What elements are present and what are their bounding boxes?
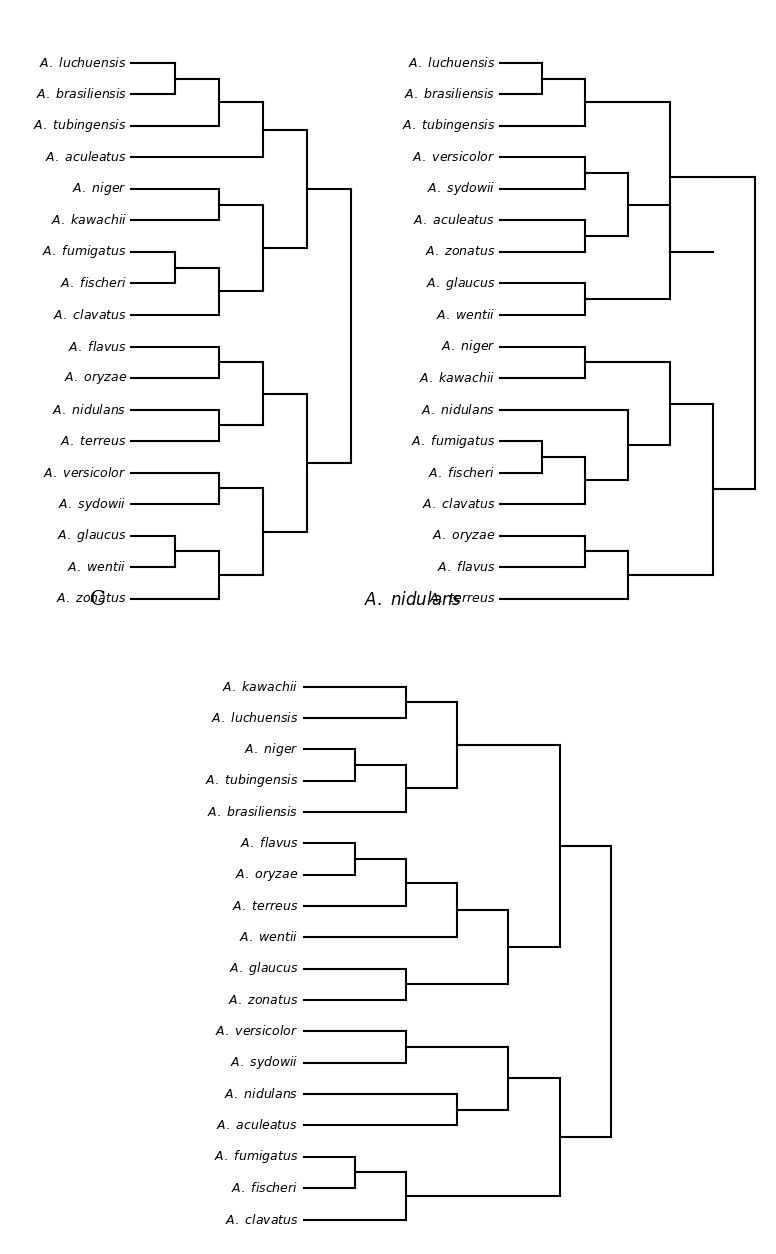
Text: $\mathbf{\mathit{A.}}\ \mathit{niger}$: $\mathbf{\mathit{A.}}\ \mathit{niger}$: [441, 339, 495, 355]
Text: $\mathbf{\mathit{A.}}\ \mathit{versicolor}$: $\mathbf{\mathit{A.}}\ \mathit{versicolo…: [43, 465, 126, 479]
Text: $\mathbf{\mathit{A.}}\ \mathit{kawachii}$: $\mathbf{\mathit{A.}}\ \mathit{kawachii}…: [50, 213, 126, 227]
Text: $\mathbf{\mathit{A.}}\ \mathit{niger}$: $\mathbf{\mathit{A.}}\ \mathit{niger}$: [244, 741, 299, 757]
Text: $\mathbf{\mathit{A.}}\ \mathit{glaucus}$: $\mathbf{\mathit{A.}}\ \mathit{glaucus}$: [425, 275, 495, 292]
Text: $\mathbf{\mathit{A.}}\ \mathit{tubingensis}$: $\mathbf{\mathit{A.}}\ \mathit{tubingens…: [33, 118, 126, 134]
Text: $\mathbf{\mathit{A.}}\ \mathit{terreus}$: $\mathbf{\mathit{A.}}\ \mathit{terreus}$: [429, 592, 495, 606]
Text: $\mathbf{\mathit{A.}}\ \mathit{luchuensis}$: $\mathbf{\mathit{A.}}\ \mathit{luchuensi…: [39, 56, 126, 70]
Text: $\mathbf{\mathit{A.}}\ \mathit{kawachii}$: $\mathbf{\mathit{A.}}\ \mathit{kawachii}…: [222, 680, 299, 693]
Text: $\mathbf{\mathit{A.}}\ \mathit{nidulans}$: $\mathbf{\mathit{A.}}\ \mathit{nidulans}…: [224, 1087, 299, 1101]
Text: $\mathbf{\mathit{A.}}\ \mathit{kawachii}$: $\mathbf{\mathit{A.}}\ \mathit{kawachii}…: [419, 371, 495, 385]
Text: $\mathbf{\mathit{A.}}\ \mathit{wentii}$: $\mathbf{\mathit{A.}}\ \mathit{wentii}$: [68, 561, 126, 574]
Text: $\mathbf{\mathit{A.}}\ \mathit{zonatus}$: $\mathbf{\mathit{A.}}\ \mathit{zonatus}$: [56, 592, 126, 606]
Text: $\mathbf{\mathit{A.}}\ \mathit{brasiliensis}$: $\mathbf{\mathit{A.}}\ \mathit{brasilien…: [207, 805, 299, 819]
Text: $\mathbf{\mathit{A.}}\ \mathit{fischeri}$: $\mathbf{\mathit{A.}}\ \mathit{fischeri}…: [428, 465, 495, 479]
Text: $\mathbf{\mathit{A.}}\ \mathit{niger}$: $\mathbf{\mathit{A.}}\ \mathit{niger}$: [72, 181, 126, 197]
Text: $\mathbf{\mathit{A.}}\ \mathit{versicolor}$: $\mathbf{\mathit{A.}}\ \mathit{versicolo…: [215, 1025, 299, 1038]
Text: $\mathbf{\mathit{A.}}\ \mathit{flavus}$: $\mathbf{\mathit{A.}}\ \mathit{flavus}$: [68, 340, 126, 354]
Text: $\mathbf{\mathit{A.}}\ \mathit{wentii}$: $\mathbf{\mathit{A.}}\ \mathit{wentii}$: [436, 308, 495, 322]
Text: $\mathbf{\mathit{A.}}\ \mathit{oryzae}$: $\mathbf{\mathit{A.}}\ \mathit{oryzae}$: [432, 528, 495, 544]
Text: $\mathbf{\mathit{S.\ pombe}}$: $\mathbf{\mathit{S.\ pombe}}$: [552, 0, 636, 3]
Text: $\mathbf{\mathit{A.}}\ \mathit{sydowii}$: $\mathbf{\mathit{A.}}\ \mathit{sydowii}$: [230, 1055, 299, 1071]
Text: $\mathbf{\mathit{A.\ nidulans}}$: $\mathbf{\mathit{A.\ nidulans}}$: [364, 592, 462, 609]
Text: $\mathbf{\mathit{A.}}\ \mathit{oryzae}$: $\mathbf{\mathit{A.}}\ \mathit{oryzae}$: [64, 370, 126, 386]
Text: $\mathbf{\mathit{A.}}\ \mathit{zonatus}$: $\mathbf{\mathit{A.}}\ \mathit{zonatus}$: [424, 246, 495, 258]
Text: $\mathbf{\mathit{A.}}\ \mathit{sydowii}$: $\mathbf{\mathit{A.}}\ \mathit{sydowii}$: [58, 495, 126, 513]
Text: $\mathbf{\mathit{A.}}\ \mathit{aculeatus}$: $\mathbf{\mathit{A.}}\ \mathit{aculeatus…: [217, 1119, 299, 1132]
Text: $\mathbf{\mathit{A.}}\ \mathit{fumigatus}$: $\mathbf{\mathit{A.}}\ \mathit{fumigatus…: [43, 243, 126, 261]
Text: $\mathbf{\mathit{A.}}\ \mathit{fischeri}$: $\mathbf{\mathit{A.}}\ \mathit{fischeri}…: [231, 1181, 299, 1195]
Text: B: B: [353, 0, 369, 3]
Text: $\mathbf{\mathit{A.}}\ \mathit{clavatus}$: $\mathbf{\mathit{A.}}\ \mathit{clavatus}…: [421, 497, 495, 512]
Text: $\mathbf{\mathit{A.}}\ \mathit{wentii}$: $\mathbf{\mathit{A.}}\ \mathit{wentii}$: [239, 930, 299, 944]
Text: $\mathbf{\mathit{A.}}\ \mathit{fumigatus}$: $\mathbf{\mathit{A.}}\ \mathit{fumigatus…: [214, 1149, 299, 1165]
Text: $\mathbf{\mathit{A.}}\ \mathit{fumigatus}$: $\mathbf{\mathit{A.}}\ \mathit{fumigatus…: [411, 433, 495, 450]
Text: $\mathbf{\mathit{A.}}\ \mathit{clavatus}$: $\mathbf{\mathit{A.}}\ \mathit{clavatus}…: [224, 1213, 299, 1226]
Text: $\mathbf{\mathit{A.}}\ \mathit{flavus}$: $\mathbf{\mathit{A.}}\ \mathit{flavus}$: [240, 836, 299, 850]
Text: $\mathbf{\mathit{A.}}\ \mathit{luchuensis}$: $\mathbf{\mathit{A.}}\ \mathit{luchuensi…: [407, 56, 495, 70]
Text: $\mathbf{\mathit{A.}}\ \mathit{aculeatus}$: $\mathbf{\mathit{A.}}\ \mathit{aculeatus…: [414, 213, 495, 227]
Text: $\mathbf{\mathit{A.}}\ \mathit{zonatus}$: $\mathbf{\mathit{A.}}\ \mathit{zonatus}$: [228, 993, 299, 1007]
Text: $\mathbf{\mathit{A.}}\ \mathit{tubingensis}$: $\mathbf{\mathit{A.}}\ \mathit{tubingens…: [205, 772, 299, 789]
Text: $\mathbf{\mathit{A.}}\ \mathit{flavus}$: $\mathbf{\mathit{A.}}\ \mathit{flavus}$: [437, 561, 495, 574]
Text: $\mathbf{\mathit{A.}}\ \mathit{nidulans}$: $\mathbf{\mathit{A.}}\ \mathit{nidulans}…: [421, 403, 495, 416]
Text: $\mathbf{\mathit{A.}}\ \mathit{sydowii}$: $\mathbf{\mathit{A.}}\ \mathit{sydowii}$: [427, 181, 495, 197]
Text: $\mathbf{\mathit{A.}}\ \mathit{glaucus}$: $\mathbf{\mathit{A.}}\ \mathit{glaucus}$: [229, 961, 299, 977]
Text: C: C: [90, 591, 106, 609]
Text: $\mathbf{\mathit{A.}}\ \mathit{terreus}$: $\mathbf{\mathit{A.}}\ \mathit{terreus}$: [232, 899, 299, 913]
Text: $\mathbf{\mathit{A.}}\ \mathit{aculeatus}$: $\mathbf{\mathit{A.}}\ \mathit{aculeatus…: [45, 150, 126, 164]
Text: $\mathbf{\mathit{A.}}\ \mathit{glaucus}$: $\mathbf{\mathit{A.}}\ \mathit{glaucus}$: [57, 527, 126, 544]
Text: $\mathbf{\mathit{A.}}\ \mathit{luchuensis}$: $\mathbf{\mathit{A.}}\ \mathit{luchuensi…: [211, 711, 299, 725]
Text: $\mathbf{\mathit{A.}}\ \mathit{brasiliensis}$: $\mathbf{\mathit{A.}}\ \mathit{brasilien…: [404, 88, 495, 102]
Text: $\mathbf{\mathit{S.\ cerevisiae}}$: $\mathbf{\mathit{S.\ cerevisiae}}$: [149, 0, 259, 3]
Text: $\mathbf{\mathit{A.}}\ \mathit{terreus}$: $\mathbf{\mathit{A.}}\ \mathit{terreus}$: [61, 435, 126, 448]
Text: $\mathbf{\mathit{A.}}\ \mathit{brasiliensis}$: $\mathbf{\mathit{A.}}\ \mathit{brasilien…: [36, 88, 126, 102]
Text: $\mathbf{\mathit{A.}}\ \mathit{tubingensis}$: $\mathbf{\mathit{A.}}\ \mathit{tubingens…: [402, 118, 495, 134]
Text: $\mathbf{\mathit{A.}}\ \mathit{oryzae}$: $\mathbf{\mathit{A.}}\ \mathit{oryzae}$: [235, 867, 299, 883]
Text: $\mathbf{\mathit{A.}}\ \mathit{fischeri}$: $\mathbf{\mathit{A.}}\ \mathit{fischeri}…: [60, 276, 126, 291]
Text: $\mathbf{\mathit{A.}}\ \mathit{nidulans}$: $\mathbf{\mathit{A.}}\ \mathit{nidulans}…: [53, 403, 126, 416]
Text: $\mathbf{\mathit{A.}}\ \mathit{clavatus}$: $\mathbf{\mathit{A.}}\ \mathit{clavatus}…: [53, 308, 126, 322]
Text: $\mathbf{\mathit{A.}}\ \mathit{versicolor}$: $\mathbf{\mathit{A.}}\ \mathit{versicolo…: [412, 150, 495, 164]
